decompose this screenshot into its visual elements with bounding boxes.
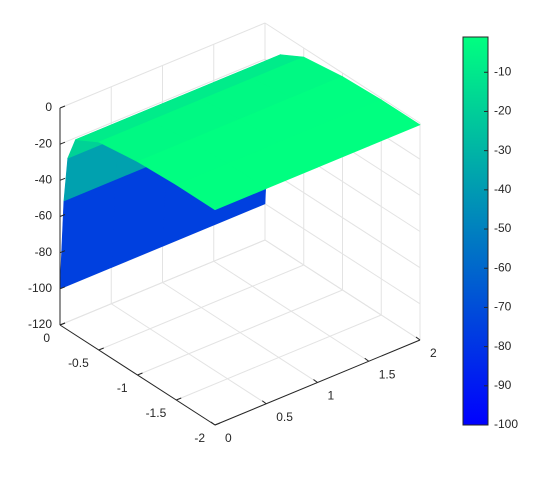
grid-line	[59, 58, 266, 145]
z-tick	[59, 141, 66, 145]
grid-line	[59, 239, 266, 326]
colorbar-tick-label: -10	[494, 64, 512, 78]
colorbar-tick-label: -80	[494, 339, 512, 353]
y-tick	[59, 322, 66, 326]
z-tick-label: -60	[35, 209, 53, 223]
x-tick-label: 0.5	[276, 410, 293, 424]
y-tick-label: -2	[194, 431, 205, 445]
x-tick	[364, 357, 370, 362]
grid-line	[264, 239, 421, 341]
z-tick	[59, 286, 66, 290]
x-tick	[415, 336, 421, 341]
z-tick-label: -100	[28, 281, 52, 295]
colorbar-tick-label: -40	[494, 182, 512, 196]
z-tick-label: -40	[35, 173, 53, 187]
grid-line	[137, 289, 343, 376]
y-tick	[137, 372, 143, 376]
z-tick-label: -80	[35, 245, 53, 259]
z-tick	[59, 214, 66, 217]
y-tick-label: -0.5	[68, 356, 89, 370]
y-tick	[176, 397, 182, 401]
grid-line	[98, 264, 304, 351]
z-tick	[59, 250, 66, 254]
x-tick-label: 1	[328, 389, 335, 403]
colorbar-tick-label: -90	[494, 378, 512, 392]
z-tick-label: -20	[35, 136, 53, 150]
z-tick-label: -120	[28, 317, 52, 331]
colorbar-tick-label: -50	[494, 221, 512, 235]
colorbar-tick-label: -100	[494, 417, 518, 431]
x-tick	[261, 400, 267, 405]
surface-patch	[175, 163, 267, 211]
colorbar	[462, 36, 489, 426]
grid-line	[264, 22, 421, 124]
y-tick-label: -1	[117, 381, 128, 395]
colorbar-tick-label: -70	[494, 300, 512, 314]
grid-line	[176, 314, 382, 401]
x-tick-label: 0	[225, 431, 232, 445]
z-tick	[59, 177, 66, 181]
colorbar-tick-label: -20	[494, 104, 512, 118]
grid-line	[59, 22, 266, 109]
x-tick	[210, 421, 216, 426]
colorbar-tick-label: -30	[494, 143, 512, 157]
x-tick-label: 1.5	[379, 367, 396, 381]
grid-line	[264, 203, 421, 305]
y-tick-label: 0	[43, 331, 50, 345]
x-tick	[313, 379, 318, 383]
y-tick	[98, 347, 104, 351]
x-tick-label: 2	[430, 346, 437, 360]
z-tick-label: 0	[45, 100, 52, 114]
colorbar-tick-label: -60	[494, 260, 512, 274]
grid-line	[264, 167, 421, 269]
y-tick	[214, 422, 221, 426]
z-tick	[59, 105, 66, 109]
y-tick-label: -1.5	[146, 406, 167, 420]
